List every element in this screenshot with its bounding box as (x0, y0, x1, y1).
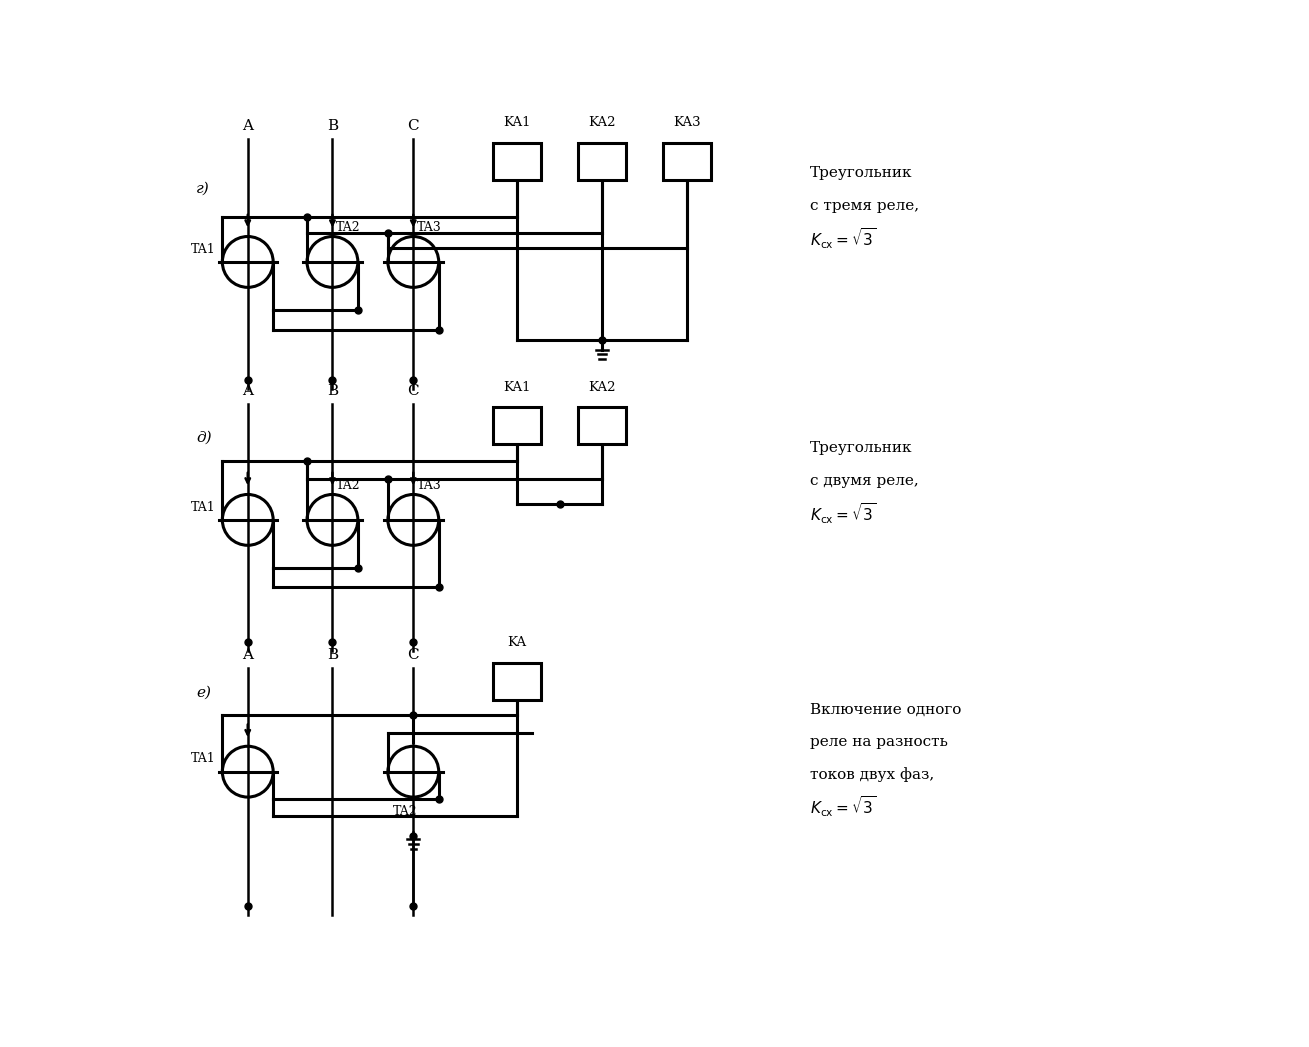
Text: $K_{\rm cx}=\sqrt{3}$: $K_{\rm cx}=\sqrt{3}$ (810, 502, 876, 526)
Text: KA1: KA1 (504, 381, 531, 394)
Text: г): г) (196, 182, 209, 196)
Bar (579, 407, 626, 444)
Text: B: B (327, 648, 338, 663)
Text: KA3: KA3 (673, 116, 700, 130)
Text: A: A (242, 118, 253, 133)
Text: TA2: TA2 (394, 805, 418, 818)
Text: KA2: KA2 (588, 116, 615, 130)
Text: Включение одного: Включение одного (810, 704, 961, 717)
Text: A: A (242, 384, 253, 398)
Text: C: C (407, 648, 419, 663)
Text: KA: KA (508, 637, 526, 649)
Text: Треугольник: Треугольник (810, 166, 912, 180)
Text: токов двух фаз,: токов двух фаз, (810, 767, 935, 782)
Text: A: A (242, 648, 253, 663)
Text: C: C (407, 118, 419, 133)
Text: с тремя реле,: с тремя реле, (810, 199, 919, 213)
Text: д): д) (196, 430, 212, 445)
Text: C: C (407, 384, 419, 398)
Text: $K_{\rm cx}=\sqrt{3}$: $K_{\rm cx}=\sqrt{3}$ (810, 226, 876, 251)
Bar (493, 407, 541, 444)
Text: KA1: KA1 (504, 116, 531, 130)
Text: $K_{\rm cx}=\sqrt{3}$: $K_{\rm cx}=\sqrt{3}$ (810, 795, 876, 820)
Bar (662, 143, 711, 180)
Bar (493, 663, 541, 700)
Text: TA1: TA1 (191, 500, 216, 514)
Text: B: B (327, 118, 338, 133)
Text: B: B (327, 384, 338, 398)
Text: е): е) (196, 686, 211, 700)
Text: KA2: KA2 (588, 381, 615, 394)
Bar (493, 143, 541, 180)
Text: TA1: TA1 (191, 243, 216, 255)
Text: TA2: TA2 (336, 221, 361, 235)
Bar (579, 143, 626, 180)
Text: TA3: TA3 (418, 480, 442, 492)
Text: с двумя реле,: с двумя реле, (810, 473, 919, 488)
Text: TA2: TA2 (336, 480, 361, 492)
Text: TA3: TA3 (418, 221, 442, 235)
Text: реле на разность: реле на разность (810, 735, 948, 750)
Text: TA1: TA1 (191, 753, 216, 765)
Text: Треугольник: Треугольник (810, 441, 912, 455)
